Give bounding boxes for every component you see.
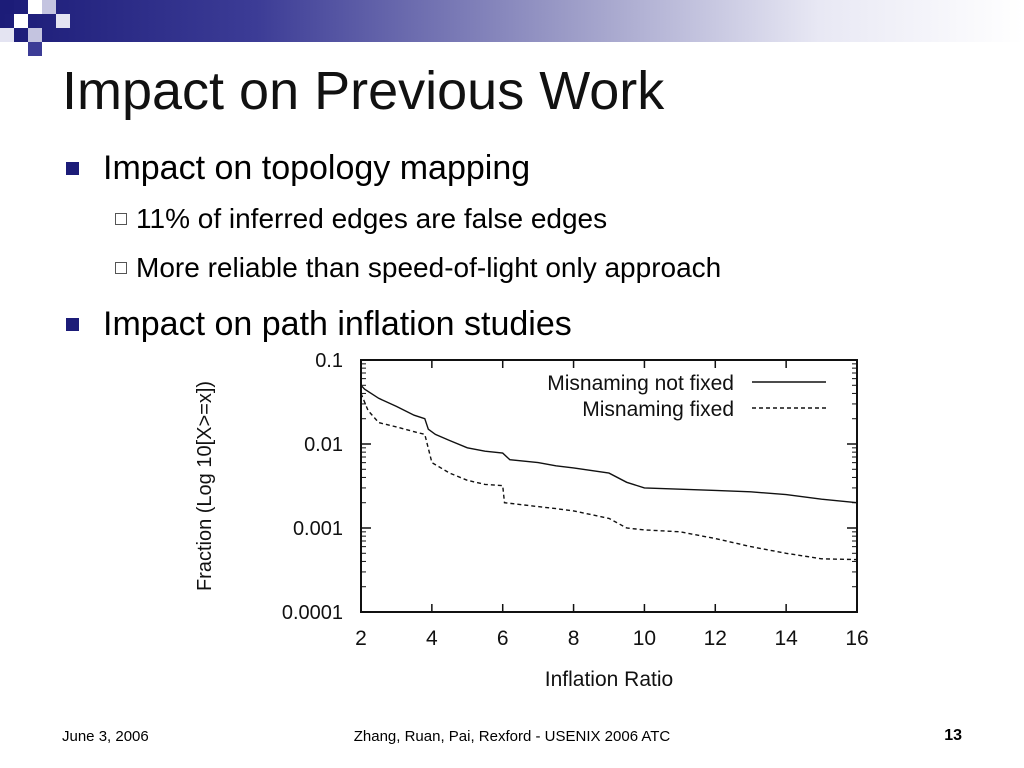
hollow-square-bullet-icon xyxy=(115,262,127,274)
sub-bullet-reliability: More reliable than speed-of-light only a… xyxy=(115,251,721,285)
footer-date: June 3, 2006 xyxy=(62,728,149,745)
bullet-text: Impact on path inflation studies xyxy=(103,304,572,343)
header-square-decoration xyxy=(56,14,70,28)
square-bullet-icon xyxy=(66,317,79,331)
plot-frame xyxy=(360,359,858,613)
legend-label: Misnaming fixed xyxy=(582,398,734,421)
x-tick-label: 16 xyxy=(845,627,868,650)
header-square-decoration xyxy=(28,0,42,14)
page-number: 13 xyxy=(944,727,962,744)
y-tick-label: 0.0001 xyxy=(282,602,343,624)
square-bullet-icon xyxy=(66,161,79,175)
header-square-decoration xyxy=(28,28,42,42)
y-tick-label: 0.001 xyxy=(293,518,343,540)
header-square-decoration xyxy=(0,28,14,42)
slide-title: Impact on Previous Work xyxy=(62,61,665,121)
header-square-decoration xyxy=(14,14,28,28)
y-axis-label: Fraction (Log 10[X>=x]) xyxy=(194,381,216,591)
bullet-text: Impact on topology mapping xyxy=(103,148,531,187)
x-tick-label: 2 xyxy=(355,627,367,650)
x-axis-label: Inflation Ratio xyxy=(545,668,673,691)
x-tick-label: 6 xyxy=(497,627,509,650)
header-square-decoration xyxy=(28,42,42,56)
footer-authors: Zhang, Ruan, Pai, Rexford - USENIX 2006 … xyxy=(353,728,671,745)
sub-bullet-false-edges: 11% of inferred edges are false edges xyxy=(115,202,607,236)
bullet-path-inflation: Impact on path inflation studies xyxy=(66,304,572,344)
hollow-square-bullet-icon xyxy=(115,213,127,225)
header-square-decoration xyxy=(42,0,56,14)
series-line-misnaming-fixed xyxy=(360,393,858,561)
x-tick-label: 4 xyxy=(426,627,438,650)
y-tick-label: 0.01 xyxy=(304,434,343,456)
sub-bullet-text: 11% of inferred edges are false edges xyxy=(136,203,608,234)
x-tick-label: 10 xyxy=(633,627,656,650)
header-square-decoration xyxy=(0,0,14,14)
y-tick-label: 0.1 xyxy=(315,350,343,372)
sub-bullet-text: More reliable than speed-of-light only a… xyxy=(136,252,722,283)
x-tick-label: 14 xyxy=(774,627,798,650)
legend-label: Misnaming not fixed xyxy=(547,372,734,395)
series-line-misnaming-not-fixed xyxy=(360,384,858,504)
x-tick-label: 8 xyxy=(568,627,580,650)
x-tick-label: 12 xyxy=(704,627,727,650)
header-band xyxy=(0,0,1024,42)
bullet-topology-mapping: Impact on topology mapping xyxy=(66,148,530,188)
